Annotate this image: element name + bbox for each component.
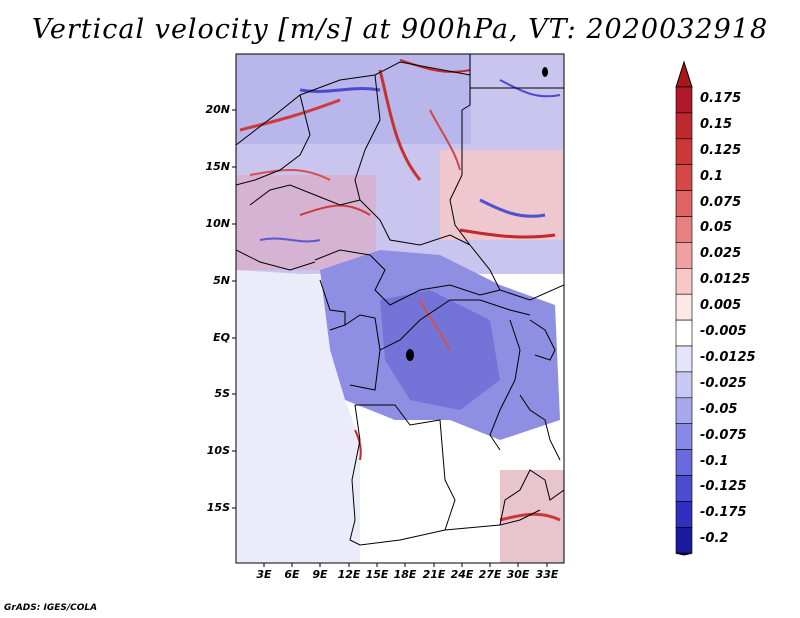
colorbar-swatch — [675, 242, 693, 269]
colorbar-label: 0.175 — [700, 90, 742, 106]
colorbar-swatch — [675, 216, 693, 243]
colorbar-swatch — [675, 423, 693, 450]
grads-credit: GrADS: IGES/COLA — [4, 603, 98, 613]
colorbar-label: 0.025 — [700, 246, 742, 262]
lat-label: 10N — [205, 217, 230, 230]
colorbar-label: -0.005 — [700, 324, 747, 340]
colorbar-label: 0.1 — [700, 168, 724, 184]
lat-label: 5S — [214, 387, 230, 400]
colorbar-swatch — [675, 267, 693, 295]
lon-label: 3E — [256, 568, 272, 581]
lon-label: 30E — [506, 568, 530, 581]
lon-label: 27E — [478, 568, 502, 581]
colorbar-swatch — [675, 112, 693, 140]
colorbar-swatch — [675, 475, 693, 502]
colorbar-label: -0.0125 — [700, 349, 756, 365]
lat-label: 15N — [205, 160, 230, 173]
lat-label: 5N — [213, 274, 230, 287]
colorbar-swatch — [675, 138, 693, 166]
colorbar-swatch — [675, 190, 693, 217]
lon-label: 21E — [422, 568, 446, 581]
colorbar-label: 0.05 — [700, 220, 733, 236]
colorbar-swatch — [675, 371, 693, 399]
lon-label: 12E — [337, 568, 361, 581]
lat-label: 10S — [206, 444, 230, 457]
colorbar-bottom-arrow — [675, 552, 693, 556]
colorbar-swatch — [675, 397, 693, 424]
lon-label: 24E — [450, 568, 474, 581]
colorbar-label: 0.125 — [700, 142, 742, 158]
chart-title: Vertical velocity [m/s] at 900hPa, VT: 2… — [31, 14, 769, 45]
lon-label: 15E — [365, 568, 389, 581]
colorbar-swatch — [675, 526, 693, 554]
colorbar-label: -0.075 — [700, 427, 747, 443]
colorbar-swatch — [675, 449, 693, 476]
colorbar-label: -0.2 — [700, 531, 729, 547]
colorbar-swatch — [675, 319, 693, 347]
lat-label: 20N — [205, 103, 230, 116]
colorbar-swatch — [675, 86, 693, 114]
colorbar-top-arrow — [675, 60, 693, 88]
colorbar-label: 0.15 — [700, 116, 733, 132]
colorbar-swatch — [675, 164, 693, 191]
lat-label: 15S — [206, 501, 230, 514]
colorbar-label: 0.0125 — [700, 272, 751, 288]
colorbar-swatch — [675, 293, 693, 321]
colorbar-label: 0.075 — [700, 194, 742, 210]
lon-label: 6E — [284, 568, 300, 581]
colorbar-swatch — [675, 345, 693, 373]
colorbar-label: -0.125 — [700, 479, 747, 495]
colorbar-label: -0.025 — [700, 375, 747, 391]
colorbar-label: 0.005 — [700, 298, 742, 314]
colorbar-label: -0.175 — [700, 505, 747, 521]
lat-label: EQ — [213, 331, 230, 344]
field-layer — [236, 54, 564, 563]
colorbar-label: -0.1 — [700, 453, 729, 469]
lon-label: 9E — [312, 568, 328, 581]
map-frame — [235, 53, 565, 564]
lon-label: 18E — [393, 568, 417, 581]
colorbar — [675, 60, 693, 556]
colorbar-swatch — [675, 501, 693, 528]
colorbar-label: -0.05 — [700, 401, 738, 417]
lon-label: 33E — [535, 568, 559, 581]
axis-ticks — [232, 109, 548, 567]
